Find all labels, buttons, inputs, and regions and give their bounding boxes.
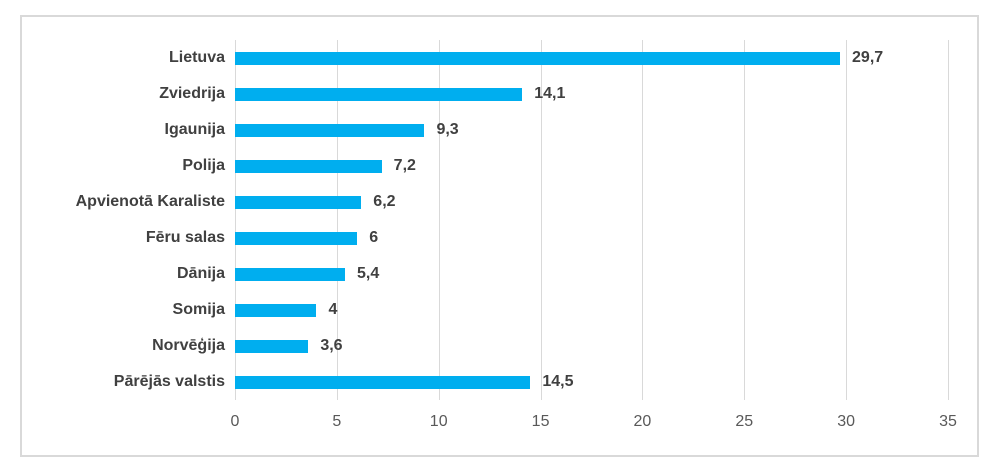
bar (235, 375, 531, 389)
bar-row: 29,7 (235, 40, 948, 76)
bar-row: 6,2 (235, 184, 948, 220)
plot-area: 29,7 14,1 9,3 7,2 6,2 6 5,4 4 3,6 14,5 (235, 40, 949, 400)
value-label: 5,4 (357, 265, 380, 282)
gridline (642, 40, 644, 400)
bar-row: 5,4 (235, 256, 948, 292)
x-tick-label: 10 (429, 413, 448, 430)
x-axis: 0 5 10 15 20 25 30 35 (231, 407, 957, 433)
category-label: Norvēģija (152, 337, 225, 354)
category-labels: Lietuva Zviedrija Igaunija Polija Apvienotā … (22, 40, 235, 400)
category-label: Igaunija (164, 121, 225, 138)
bar-row: 6 (235, 220, 948, 256)
x-tick-label: 5 (332, 413, 342, 430)
value-label: 3,6 (320, 337, 343, 354)
x-tick-label: 35 (939, 413, 957, 430)
category-label: Polija (182, 157, 225, 174)
gridline (336, 40, 338, 400)
bar (235, 267, 345, 281)
value-label: 14,5 (542, 373, 574, 390)
value-label: 9,3 (436, 121, 459, 138)
x-tick-label: 0 (230, 413, 240, 430)
bar (235, 159, 382, 173)
bar-row: 14,1 (235, 76, 948, 112)
bar (235, 51, 841, 65)
gridline (846, 40, 848, 400)
bar (235, 123, 425, 137)
value-label: 7,2 (393, 157, 416, 174)
x-tick-label: 20 (633, 413, 652, 430)
value-label: 4 (328, 301, 338, 318)
gridline (438, 40, 440, 400)
bar-row: 4 (235, 292, 948, 328)
bar (235, 195, 362, 209)
x-tick-label: 25 (735, 413, 754, 430)
category-label: Zviedrija (159, 85, 225, 102)
category-label: Fēru salas (145, 229, 225, 246)
gridline (948, 40, 949, 400)
gridline (235, 40, 236, 400)
x-tick-label: 15 (531, 413, 550, 430)
category-label: Somija (172, 301, 225, 318)
bar-row: 14,5 (235, 364, 948, 400)
gridline (540, 40, 542, 400)
x-tick-label: 30 (837, 413, 856, 430)
value-label: 14,1 (534, 85, 566, 102)
bar-row: 9,3 (235, 112, 948, 148)
bar (235, 303, 317, 317)
category-label: Pārējās valstis (113, 373, 225, 390)
value-label: 6 (369, 229, 379, 246)
category-label: Dānija (176, 265, 225, 282)
chart-frame: Lietuva Zviedrija Igaunija Polija Apvienotā … (20, 15, 979, 457)
bar (235, 339, 309, 353)
category-label: Apvienotā Karaliste (75, 193, 225, 210)
value-label: 6,2 (373, 193, 396, 210)
value-label: 29,7 (852, 49, 884, 66)
bar (235, 87, 523, 101)
bar-row: 3,6 (235, 328, 948, 364)
category-label: Lietuva (168, 49, 225, 66)
bar (235, 231, 358, 245)
bar-row: 7,2 (235, 148, 948, 184)
bar-rows: 29,7 14,1 9,3 7,2 6,2 6 5,4 4 3,6 14,5 (235, 40, 948, 400)
gridline (744, 40, 746, 400)
